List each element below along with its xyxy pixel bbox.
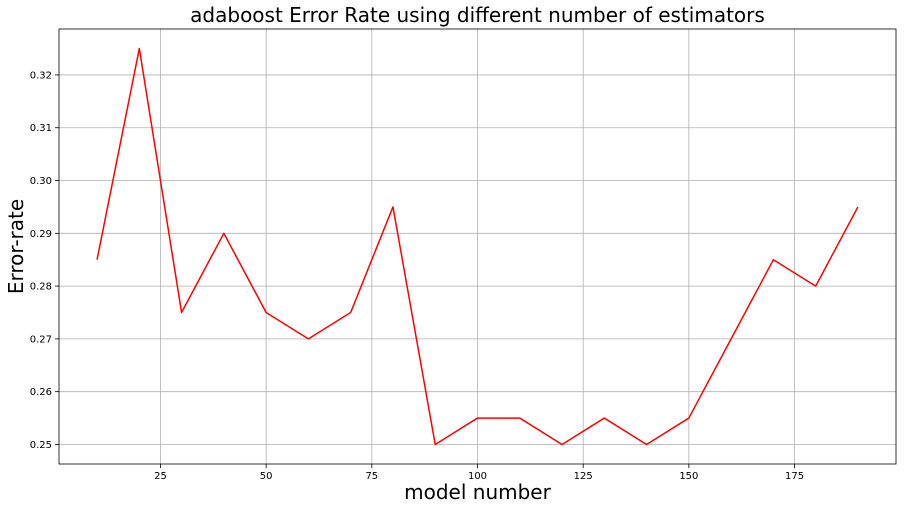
grid [59,29,896,464]
y-tick-label: 0.28 [30,282,52,293]
x-tick-label: 50 [260,471,273,482]
y-tick-label: 0.30 [30,176,52,187]
x-tick-label: 75 [365,471,378,482]
x-tick-label: 25 [154,471,167,482]
y-tick-label: 0.27 [30,334,52,345]
x-tick-label: 175 [785,471,804,482]
y-axis-label: Error-rate [4,199,28,294]
y-tick-label: 0.31 [30,123,52,134]
y-tick-label: 0.29 [30,229,52,240]
x-tick-label: 125 [574,471,593,482]
x-axis-label: model number [404,480,551,504]
x-tick-label: 150 [679,471,698,482]
y-tick-label: 0.32 [30,70,52,81]
series-layer [96,47,859,446]
chart-title: adaboost Error Rate using different numb… [190,3,765,27]
y-tick-label: 0.26 [30,387,52,398]
ticks: 25 50 75 100 125 150 175 0.25 0.26 0.27 0.28 0.29 0.… [30,70,804,482]
y-tick-label: 0.25 [30,440,52,451]
x-tick-label: 100 [468,471,487,482]
